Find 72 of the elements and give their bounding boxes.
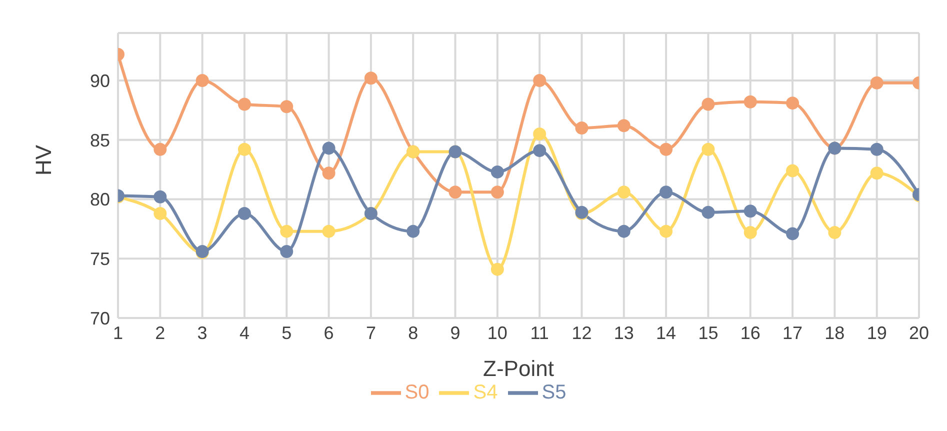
point <box>280 100 294 114</box>
point <box>322 166 336 180</box>
y-tick-label: 80 <box>90 190 110 210</box>
point <box>660 142 673 156</box>
x-tick-label: 16 <box>740 322 760 343</box>
x-tick-label: 11 <box>530 322 549 343</box>
point <box>533 144 546 158</box>
point <box>533 74 546 87</box>
point <box>322 142 336 155</box>
y-tick-label: 75 <box>90 249 110 270</box>
point <box>870 166 884 180</box>
point <box>238 98 251 111</box>
point <box>617 186 630 199</box>
point <box>786 164 800 178</box>
point <box>238 142 251 156</box>
y-tick-label: 70 <box>90 308 110 328</box>
y-axis-title: HV <box>30 144 56 176</box>
point <box>406 224 420 238</box>
x-tick-label: 20 <box>908 322 930 343</box>
point <box>490 186 504 199</box>
point <box>617 224 630 238</box>
x-axis-title: Z-Point <box>483 356 554 381</box>
x-tick-label: 3 <box>197 322 208 343</box>
x-tick-label: 9 <box>450 322 460 343</box>
x-tick-label: 15 <box>698 322 718 343</box>
point <box>322 224 336 238</box>
point <box>870 76 884 90</box>
point <box>238 207 251 220</box>
legend-label: S4 <box>473 381 498 404</box>
point <box>154 142 167 156</box>
point <box>660 186 673 199</box>
point <box>448 186 462 199</box>
point <box>744 226 757 239</box>
legend-label: S5 <box>542 381 566 404</box>
x-tick-label: 10 <box>487 322 508 343</box>
point <box>364 72 378 85</box>
x-tick-label: 12 <box>572 322 592 343</box>
point <box>744 204 757 218</box>
point <box>154 190 167 204</box>
point <box>786 96 800 110</box>
point <box>490 262 504 276</box>
point <box>533 127 546 140</box>
x-tick-label: 13 <box>614 322 634 343</box>
y-tick-label: 85 <box>90 130 110 150</box>
point <box>660 224 673 238</box>
x-tick-label: 18 <box>824 322 845 343</box>
legend-label: S0 <box>404 381 430 404</box>
x-tick-label: 1 <box>112 322 124 343</box>
x-tick-label: 8 <box>408 322 418 343</box>
x-tick-label: 4 <box>239 322 250 343</box>
y-tick-label: 90 <box>90 70 110 91</box>
point <box>154 207 167 220</box>
point <box>280 224 294 238</box>
x-tick-label: 14 <box>656 322 676 343</box>
point <box>702 142 715 156</box>
point <box>575 122 588 134</box>
point <box>870 142 884 156</box>
x-tick-label: 5 <box>282 322 292 343</box>
point <box>702 98 715 111</box>
x-tick-label: 7 <box>366 322 376 343</box>
point <box>702 206 715 219</box>
point <box>280 245 294 258</box>
x-tick-label: 19 <box>866 322 887 343</box>
x-tick-label: 2 <box>155 322 166 343</box>
point <box>617 119 630 132</box>
point <box>490 165 504 178</box>
point <box>786 227 800 240</box>
point <box>196 74 209 87</box>
x-tick-label: 6 <box>324 322 334 343</box>
point <box>744 95 757 108</box>
x-tick-label: 17 <box>782 322 803 343</box>
point <box>828 226 842 239</box>
